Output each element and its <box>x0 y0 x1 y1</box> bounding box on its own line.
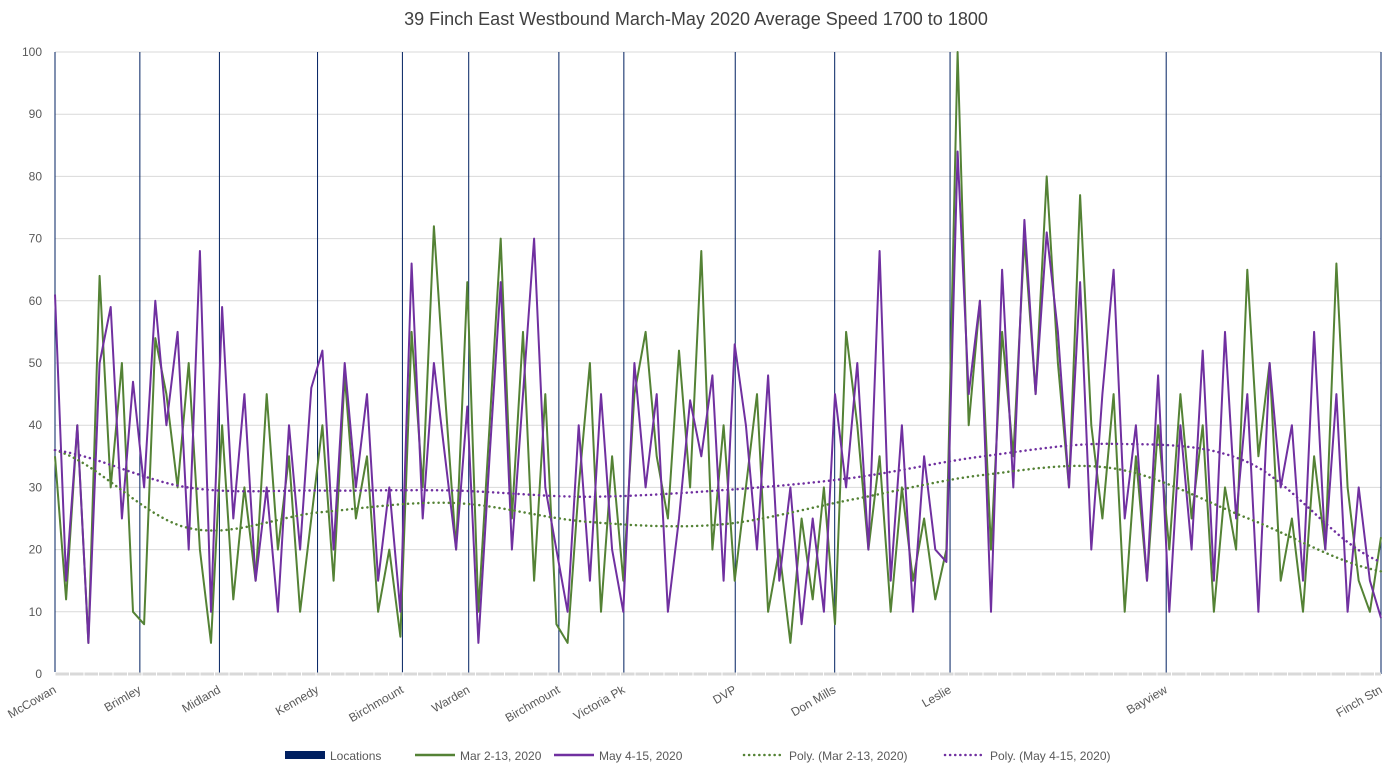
location-label: Finch Stn <box>1334 682 1385 719</box>
y-tick-label: 60 <box>29 294 43 308</box>
legend-label: Poly. (Mar 2-13, 2020) <box>789 749 908 763</box>
x-axis: McCowan Brimley Midland Kennedy Birchmount Wa… <box>5 672 1385 725</box>
series-line-3 <box>53 442 1383 564</box>
series-group <box>53 51 1383 644</box>
legend-label: Poly. (May 4-15, 2020) <box>990 749 1111 763</box>
legend-label: May 4-15, 2020 <box>599 749 683 763</box>
y-tick-label: 10 <box>29 605 43 619</box>
y-tick-label: 100 <box>22 45 42 59</box>
location-label: Leslie <box>919 682 953 710</box>
location-label: Bayview <box>1124 682 1170 717</box>
location-label: Midland <box>180 682 223 715</box>
location-label: Birchmount <box>503 682 563 725</box>
gridlines <box>55 51 1381 613</box>
y-tick-label: 40 <box>29 418 43 432</box>
location-label: Kennedy <box>273 682 321 718</box>
location-label: Birchmount <box>346 682 406 725</box>
location-label: McCowan <box>5 682 58 721</box>
y-tick-label: 80 <box>29 169 43 183</box>
y-tick-label: 0 <box>35 667 42 681</box>
legend-label: Mar 2-13, 2020 <box>460 749 542 763</box>
series-line-1 <box>54 150 1382 644</box>
location-label: Brimley <box>102 682 144 714</box>
legend: Locations Mar 2-13, 2020 May 4-15, 2020 Pol… <box>285 749 1111 763</box>
y-tick-label: 20 <box>29 543 43 557</box>
y-tick-label: 90 <box>29 107 43 121</box>
location-label: Victoria Pk <box>571 682 628 723</box>
series-line-2 <box>53 448 1383 573</box>
legend-swatch <box>285 751 325 759</box>
location-label: Warden <box>429 682 472 715</box>
y-axis: 0 10 20 30 40 50 60 70 80 90 100 <box>22 45 42 681</box>
legend-label: Locations <box>330 749 381 763</box>
y-tick-label: 50 <box>29 356 43 370</box>
chart-title: 39 Finch East Westbound March-May 2020 A… <box>404 9 988 29</box>
y-tick-label: 70 <box>29 232 43 246</box>
location-label: DVP <box>710 682 738 706</box>
location-label: Don Mills <box>788 682 838 719</box>
y-tick-label: 30 <box>29 480 43 494</box>
